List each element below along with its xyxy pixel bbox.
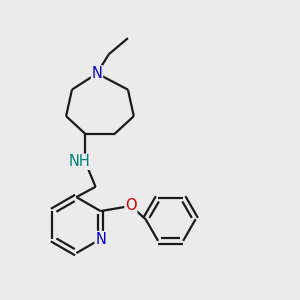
Text: N: N	[95, 232, 106, 247]
Text: N: N	[92, 66, 102, 81]
Text: O: O	[125, 198, 137, 213]
Text: NH: NH	[69, 154, 91, 169]
